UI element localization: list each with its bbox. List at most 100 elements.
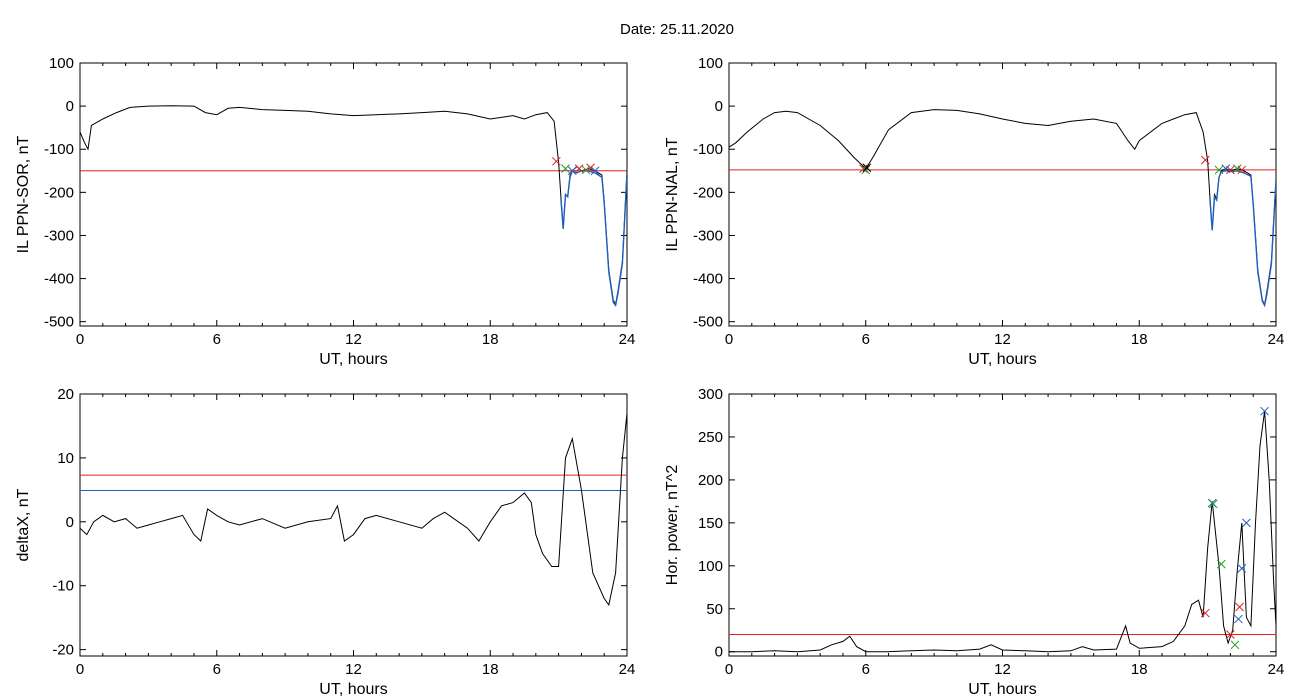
cross-marker-stroke — [1221, 164, 1231, 173]
series-line — [729, 109, 1276, 306]
y-tick-label: -10 — [52, 578, 74, 595]
x-axis-label: UT, hours — [319, 351, 387, 368]
y-tick-label: -100 — [44, 141, 74, 158]
x-tick-label: 24 — [619, 331, 636, 348]
cross-marker — [1208, 499, 1218, 509]
series-line — [729, 411, 1276, 653]
cross-marker-stroke — [590, 166, 600, 176]
cross-marker-stroke — [551, 156, 561, 166]
cross-marker — [1260, 406, 1269, 416]
cross-marker — [561, 164, 570, 173]
cross-marker-stroke — [862, 163, 872, 173]
cross-marker — [581, 165, 591, 175]
y-tick-label: -400 — [44, 271, 74, 288]
x-tick-label: 24 — [619, 661, 636, 678]
series-line — [80, 413, 627, 607]
cross-marker-stroke — [586, 163, 595, 173]
y-tick-label: -300 — [693, 227, 723, 244]
cross-marker-stroke — [561, 164, 570, 173]
x-tick-label: 12 — [994, 661, 1011, 678]
cross-marker-stroke — [581, 165, 591, 175]
x-axis-label: UT, hours — [319, 681, 387, 698]
series-line — [1209, 170, 1276, 308]
x-tick-label: 6 — [862, 331, 870, 348]
x-tick-label: 24 — [1268, 331, 1285, 348]
x-tick-label: 18 — [482, 331, 499, 348]
cross-marker-stroke — [1234, 614, 1243, 624]
y-tick-label: -20 — [52, 642, 74, 659]
x-tick-label: 12 — [994, 331, 1011, 348]
cross-marker-stroke — [1226, 630, 1235, 639]
y-tick-label: -500 — [44, 314, 74, 331]
x-tick-label: 6 — [213, 661, 221, 678]
x-tick-label: 18 — [482, 661, 499, 678]
cross-marker-stroke — [859, 164, 868, 173]
plot-frame — [79, 62, 628, 327]
y-axis-label: Hor. power, nT^2 — [664, 465, 681, 586]
y-axis-label: deltaX, nT — [15, 488, 32, 561]
y-tick-label: 10 — [57, 450, 74, 467]
y-tick-label: 300 — [698, 386, 723, 403]
x-tick-label: 0 — [76, 661, 84, 678]
cross-marker — [1214, 165, 1224, 175]
y-tick-label: 0 — [715, 98, 723, 115]
y-tick-label: 150 — [698, 515, 723, 532]
cross-marker-stroke — [1242, 518, 1251, 528]
plot-frame — [728, 393, 1277, 657]
y-tick-label: 200 — [698, 472, 723, 489]
x-tick-label: 12 — [345, 661, 362, 678]
cross-marker-stroke — [1214, 165, 1224, 175]
y-tick-label: -400 — [693, 271, 723, 288]
y-tick-label: 100 — [698, 558, 723, 575]
cross-marker — [862, 163, 872, 173]
cross-marker — [1242, 518, 1251, 528]
y-tick-label: 50 — [706, 601, 723, 618]
cross-marker — [1216, 559, 1226, 569]
x-tick-label: 6 — [862, 661, 870, 678]
cross-marker — [1237, 165, 1247, 175]
cross-marker-stroke — [1232, 164, 1242, 173]
x-axis-label: UT, hours — [968, 351, 1036, 368]
y-tick-label: -200 — [693, 184, 723, 201]
y-tick-label: -500 — [693, 314, 723, 331]
x-tick-label: 18 — [1131, 661, 1148, 678]
y-axis-label: IL PPN-NAL, nT — [664, 137, 681, 251]
y-tick-label: 100 — [698, 55, 723, 72]
y-tick-label: 20 — [57, 386, 74, 403]
cross-marker-stroke — [1208, 499, 1218, 509]
chart-panel-ppn-sor: 0 6 12 18 24 100 0 -100 -200 -300 -400 -500 UT, hour… — [15, 55, 635, 368]
cross-marker — [1226, 630, 1235, 639]
x-tick-label: 18 — [1131, 331, 1148, 348]
cross-marker — [574, 164, 584, 173]
y-tick-label: -300 — [44, 227, 74, 244]
y-tick-label: 0 — [66, 514, 74, 531]
cross-marker — [1226, 165, 1235, 175]
y-tick-label: 100 — [49, 55, 74, 72]
cross-marker — [859, 164, 868, 173]
y-axis-label: IL PPN-SOR, nT — [15, 135, 32, 253]
cross-marker — [567, 166, 577, 176]
chart-panel-ppn-nal: 0 6 12 18 24 100 0 -100 -200 -300 -400 -500 UT, hour… — [664, 55, 1284, 368]
y-tick-label: -100 — [693, 141, 723, 158]
cross-marker-stroke — [1235, 602, 1244, 612]
cross-marker-stroke — [1216, 559, 1226, 569]
cross-marker — [1237, 564, 1247, 573]
cross-marker-stroke — [574, 164, 584, 173]
x-tick-label: 0 — [725, 661, 733, 678]
series-line — [560, 169, 627, 307]
cross-marker — [1234, 614, 1243, 624]
cross-marker-stroke — [1226, 165, 1235, 175]
cross-marker — [1230, 640, 1240, 650]
chart-panel-hor-power: 0 6 12 18 24 300 250 200 150 100 50 0 UT, hours Hor. … — [664, 386, 1284, 698]
cross-marker — [551, 156, 561, 166]
cross-marker — [861, 165, 871, 175]
cross-marker-stroke — [1237, 564, 1247, 573]
cross-marker — [1235, 602, 1244, 612]
figure-title: Date: 25.11.2020 — [620, 21, 734, 38]
cross-marker-stroke — [1230, 640, 1240, 650]
cross-marker-stroke — [1260, 406, 1269, 416]
y-tick-label: 250 — [698, 429, 723, 446]
cross-marker-stroke — [1200, 608, 1210, 618]
x-tick-label: 0 — [76, 331, 84, 348]
